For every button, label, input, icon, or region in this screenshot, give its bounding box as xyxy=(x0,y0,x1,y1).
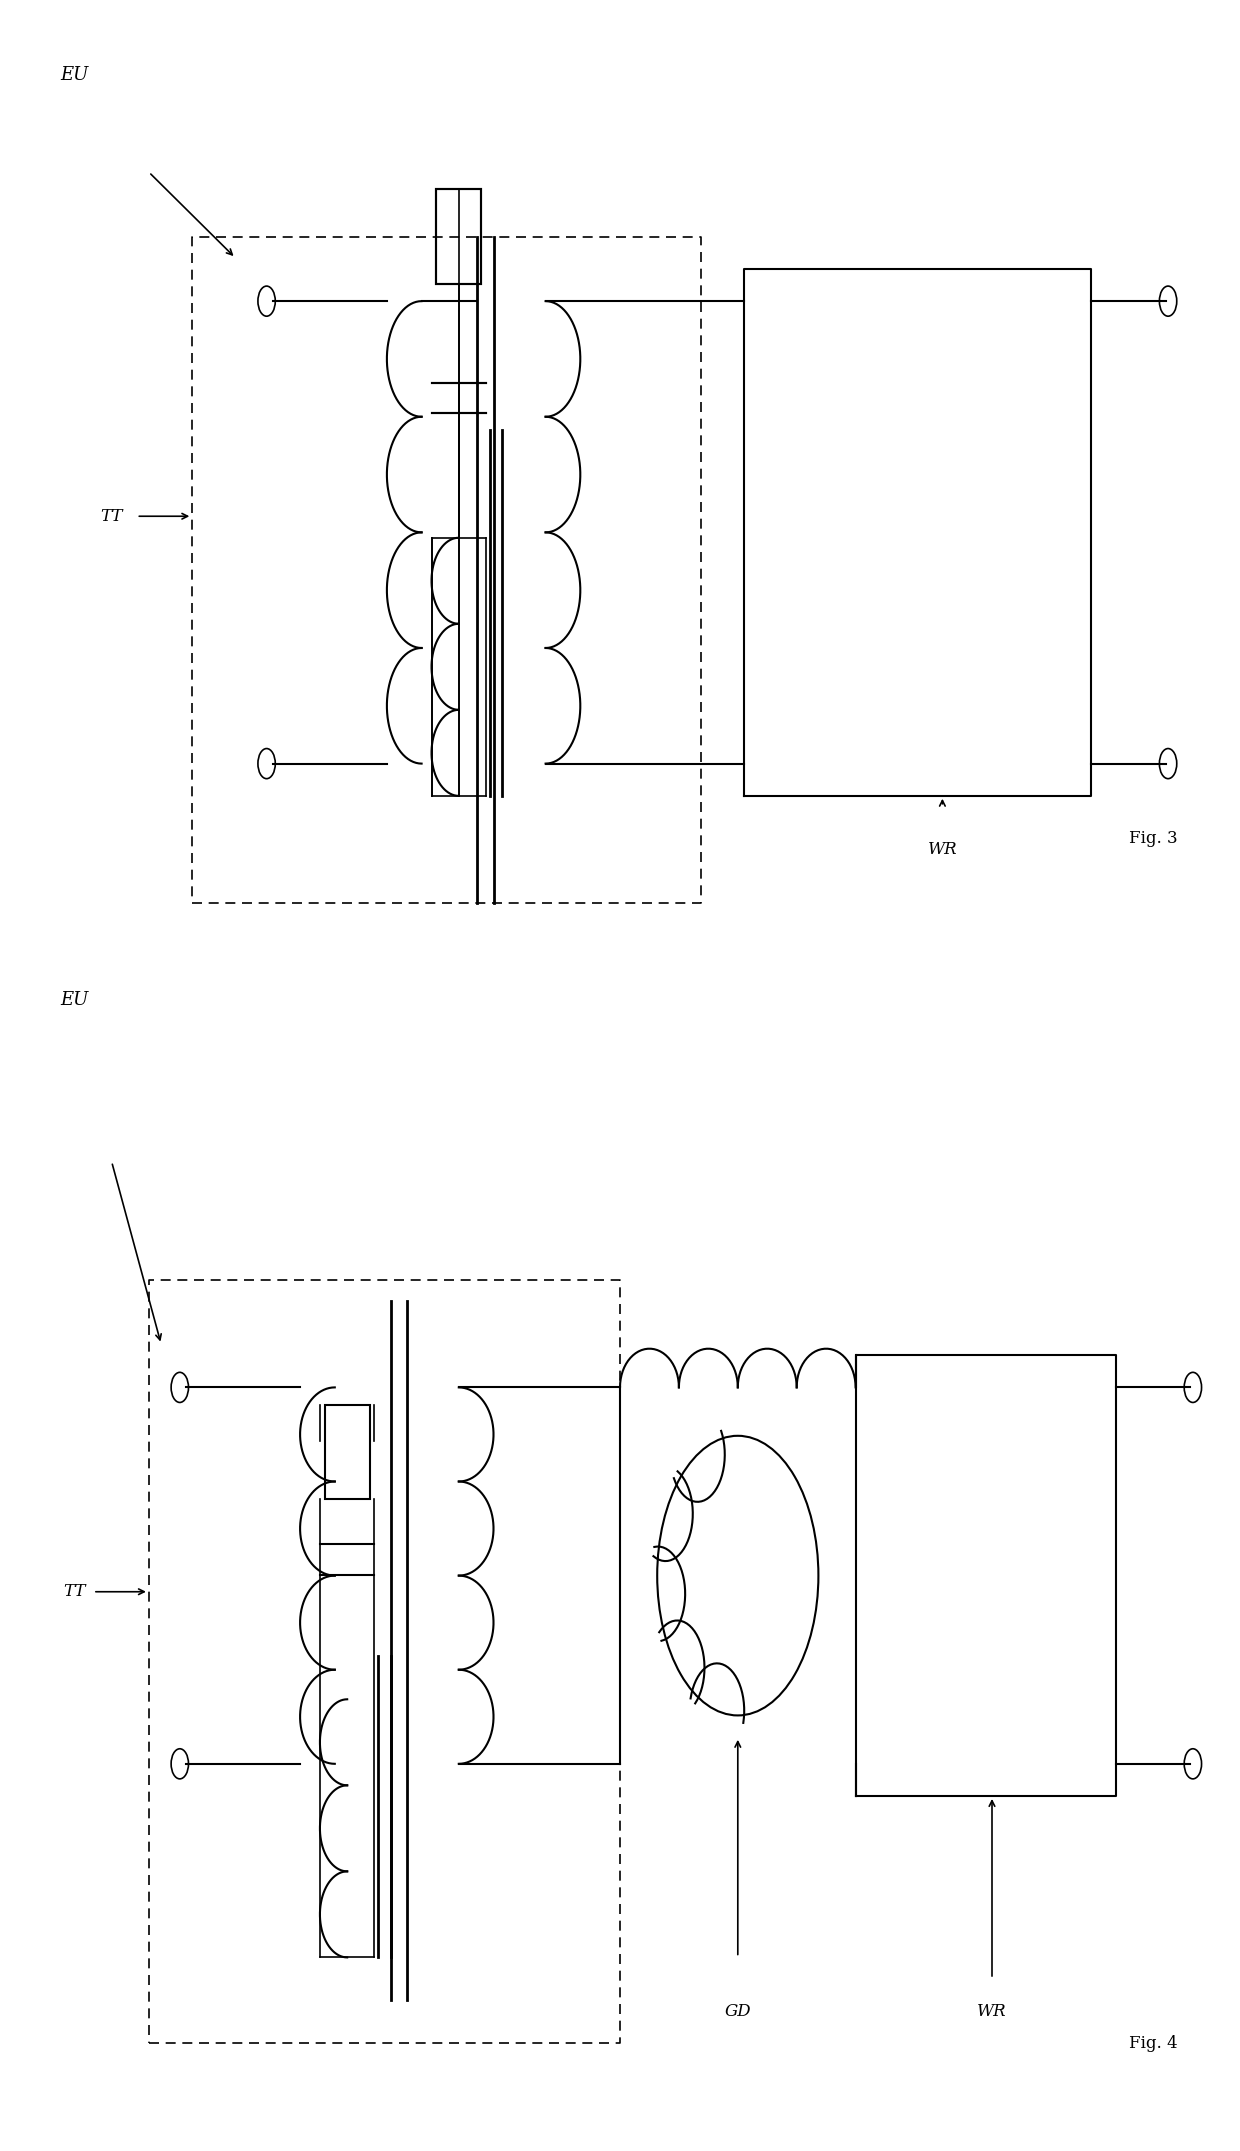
Text: Fig. 4: Fig. 4 xyxy=(1128,2035,1178,2052)
Text: GD: GD xyxy=(724,2003,751,2020)
Text: TT: TT xyxy=(63,1583,86,1600)
Bar xyxy=(436,189,481,284)
Text: TT: TT xyxy=(100,508,123,525)
Bar xyxy=(325,1405,370,1499)
Text: EU: EU xyxy=(61,67,88,84)
Text: Fig. 3: Fig. 3 xyxy=(1128,830,1178,847)
Text: WR: WR xyxy=(928,841,957,858)
Bar xyxy=(436,189,481,284)
Text: WR: WR xyxy=(977,2003,1007,2020)
Text: EU: EU xyxy=(61,992,88,1009)
